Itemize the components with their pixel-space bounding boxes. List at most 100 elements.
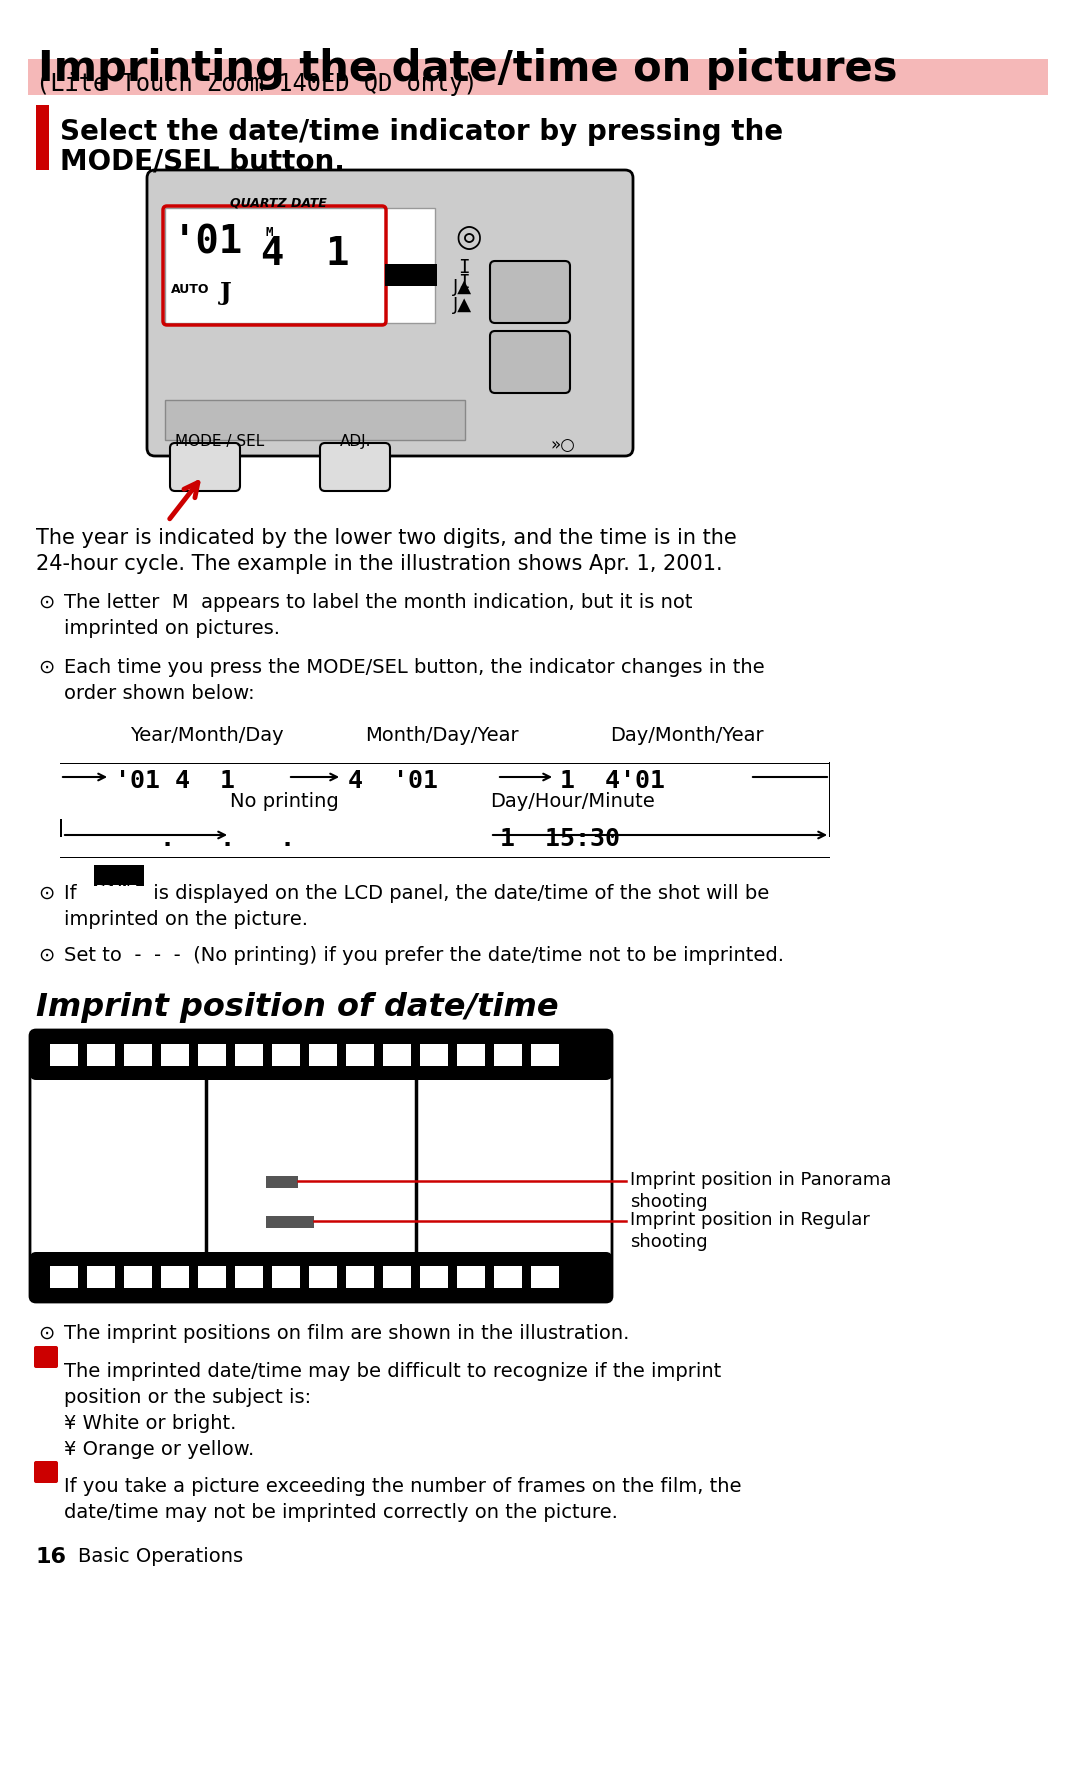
Text: ⊙: ⊙ (38, 945, 54, 965)
Text: ¥ Orange or yellow.: ¥ Orange or yellow. (64, 1439, 254, 1459)
Bar (124, 1265, 152, 1288)
Text: '01: '01 (173, 222, 243, 261)
Text: Each time you press the MODE/SEL button, the indicator changes in the: Each time you press the MODE/SEL button,… (64, 657, 765, 677)
Text: ¥ White or bright.: ¥ White or bright. (64, 1414, 237, 1432)
Bar (420, 1045, 448, 1066)
FancyBboxPatch shape (320, 442, 390, 490)
Text: imprinted on the picture.: imprinted on the picture. (64, 910, 308, 929)
Text: If you take a picture exceeding the number of frames on the film, the: If you take a picture exceeding the numb… (64, 1477, 742, 1496)
Bar (531, 1045, 559, 1066)
Text: 16: 16 (36, 1548, 67, 1567)
Bar (235, 1045, 264, 1066)
Text: Imprint position in Regular: Imprint position in Regular (630, 1210, 869, 1230)
Bar (383, 1265, 411, 1288)
Text: ⊙: ⊙ (38, 594, 54, 611)
Text: Select the date/time indicator by pressing the: Select the date/time indicator by pressi… (60, 117, 783, 146)
Bar (457, 1265, 485, 1288)
Text: ADJ.: ADJ. (340, 434, 372, 450)
Bar (124, 1045, 152, 1066)
Bar (165, 208, 435, 323)
Text: I: I (458, 258, 470, 277)
Text: Imprinting the date/time on pictures: Imprinting the date/time on pictures (38, 48, 897, 91)
Bar (494, 1265, 522, 1288)
Text: date/time may not be imprinted correctly on the picture.: date/time may not be imprinted correctly… (64, 1503, 618, 1521)
Text: 1  15:30: 1 15:30 (500, 826, 620, 851)
Bar (309, 1045, 337, 1066)
Bar (235, 1265, 264, 1288)
Bar (828, 762, 831, 837)
Bar (165, 400, 465, 441)
Text: No printing: No printing (230, 793, 339, 810)
Text: imprinted on pictures.: imprinted on pictures. (64, 618, 280, 638)
Text: J▲: J▲ (453, 277, 472, 297)
Text: (Lite Touch Zoom 140ED QD only): (Lite Touch Zoom 140ED QD only) (36, 73, 477, 96)
Text: MODE / SEL: MODE / SEL (175, 434, 265, 450)
Text: MODE/SEL button.: MODE/SEL button. (60, 147, 345, 176)
Bar (198, 1045, 226, 1066)
FancyBboxPatch shape (30, 1031, 612, 1080)
Text: shooting: shooting (630, 1192, 707, 1210)
Text: ⊙: ⊙ (38, 883, 54, 903)
Bar (50, 1045, 78, 1066)
Text: M: M (265, 226, 272, 238)
Text: 4: 4 (260, 235, 283, 274)
Text: QUARTZ DATE: QUARTZ DATE (230, 195, 327, 210)
Bar (50, 1265, 78, 1288)
Bar (36, 105, 49, 171)
Text: »○: »○ (550, 435, 575, 453)
Text: J: J (220, 281, 232, 306)
Text: 1: 1 (325, 235, 349, 274)
Bar (272, 1045, 300, 1066)
Bar (346, 1265, 374, 1288)
Text: Day/Month/Year: Day/Month/Year (610, 727, 764, 745)
Text: Basic Operations: Basic Operations (78, 1548, 243, 1566)
Text: The year is indicated by the lower two digits, and the time is in the: The year is indicated by the lower two d… (36, 528, 737, 547)
Text: 4  '01: 4 '01 (348, 769, 438, 793)
Text: 1  4'01: 1 4'01 (561, 769, 665, 793)
FancyBboxPatch shape (490, 331, 570, 393)
Text: Set to  -  -  -  (No printing) if you prefer the date/time not to be imprinted.: Set to - - - (No printing) if you prefer… (64, 945, 784, 965)
Text: The letter  M  appears to label the month indication, but it is not: The letter M appears to label the month … (64, 594, 692, 611)
Text: '01 4  1: '01 4 1 (114, 769, 235, 793)
Bar (266, 1215, 314, 1228)
Text: shooting: shooting (630, 1233, 707, 1251)
Bar (161, 1045, 189, 1066)
Text: ◎: ◎ (455, 222, 482, 252)
Text: J▲: J▲ (453, 297, 472, 315)
Text: Imprint position of date/time: Imprint position of date/time (36, 992, 558, 1024)
Bar (161, 1265, 189, 1288)
Bar (266, 1176, 298, 1189)
Bar (309, 1265, 337, 1288)
Text: The imprinted date/time may be difficult to recognize if the imprint: The imprinted date/time may be difficult… (64, 1361, 721, 1381)
Bar (457, 1045, 485, 1066)
FancyBboxPatch shape (30, 1031, 612, 1303)
Text: order shown below:: order shown below: (64, 684, 255, 704)
Bar (198, 1265, 226, 1288)
FancyBboxPatch shape (147, 171, 633, 457)
FancyBboxPatch shape (33, 1461, 58, 1484)
Bar (494, 1045, 522, 1066)
Text: I: I (458, 274, 470, 291)
Text: If: If (64, 883, 83, 903)
Bar (28, 59, 1048, 94)
Text: Imprint position in Panorama: Imprint position in Panorama (630, 1171, 891, 1189)
Text: Month/Day/Year: Month/Day/Year (365, 727, 518, 745)
FancyBboxPatch shape (30, 1253, 612, 1303)
Bar (94, 865, 144, 887)
Bar (272, 1265, 300, 1288)
Text: Year/Month/Day: Year/Month/Day (130, 727, 284, 745)
Text: 24-hour cycle. The example in the illustration shows Apr. 1, 2001.: 24-hour cycle. The example in the illust… (36, 554, 723, 574)
Bar (384, 265, 437, 286)
Text: AUTO: AUTO (171, 283, 210, 297)
Text: PRINT: PRINT (96, 883, 138, 897)
Bar (346, 1045, 374, 1066)
Text: ⊙: ⊙ (38, 657, 54, 677)
Text: position or the subject is:: position or the subject is: (64, 1388, 311, 1407)
Text: .   .   .: . . . (145, 826, 295, 851)
Text: ⊙: ⊙ (38, 1324, 54, 1343)
Bar (87, 1265, 114, 1288)
Bar (531, 1265, 559, 1288)
Bar (87, 1045, 114, 1066)
Text: Day/Hour/Minute: Day/Hour/Minute (490, 793, 654, 810)
FancyBboxPatch shape (33, 1345, 58, 1368)
